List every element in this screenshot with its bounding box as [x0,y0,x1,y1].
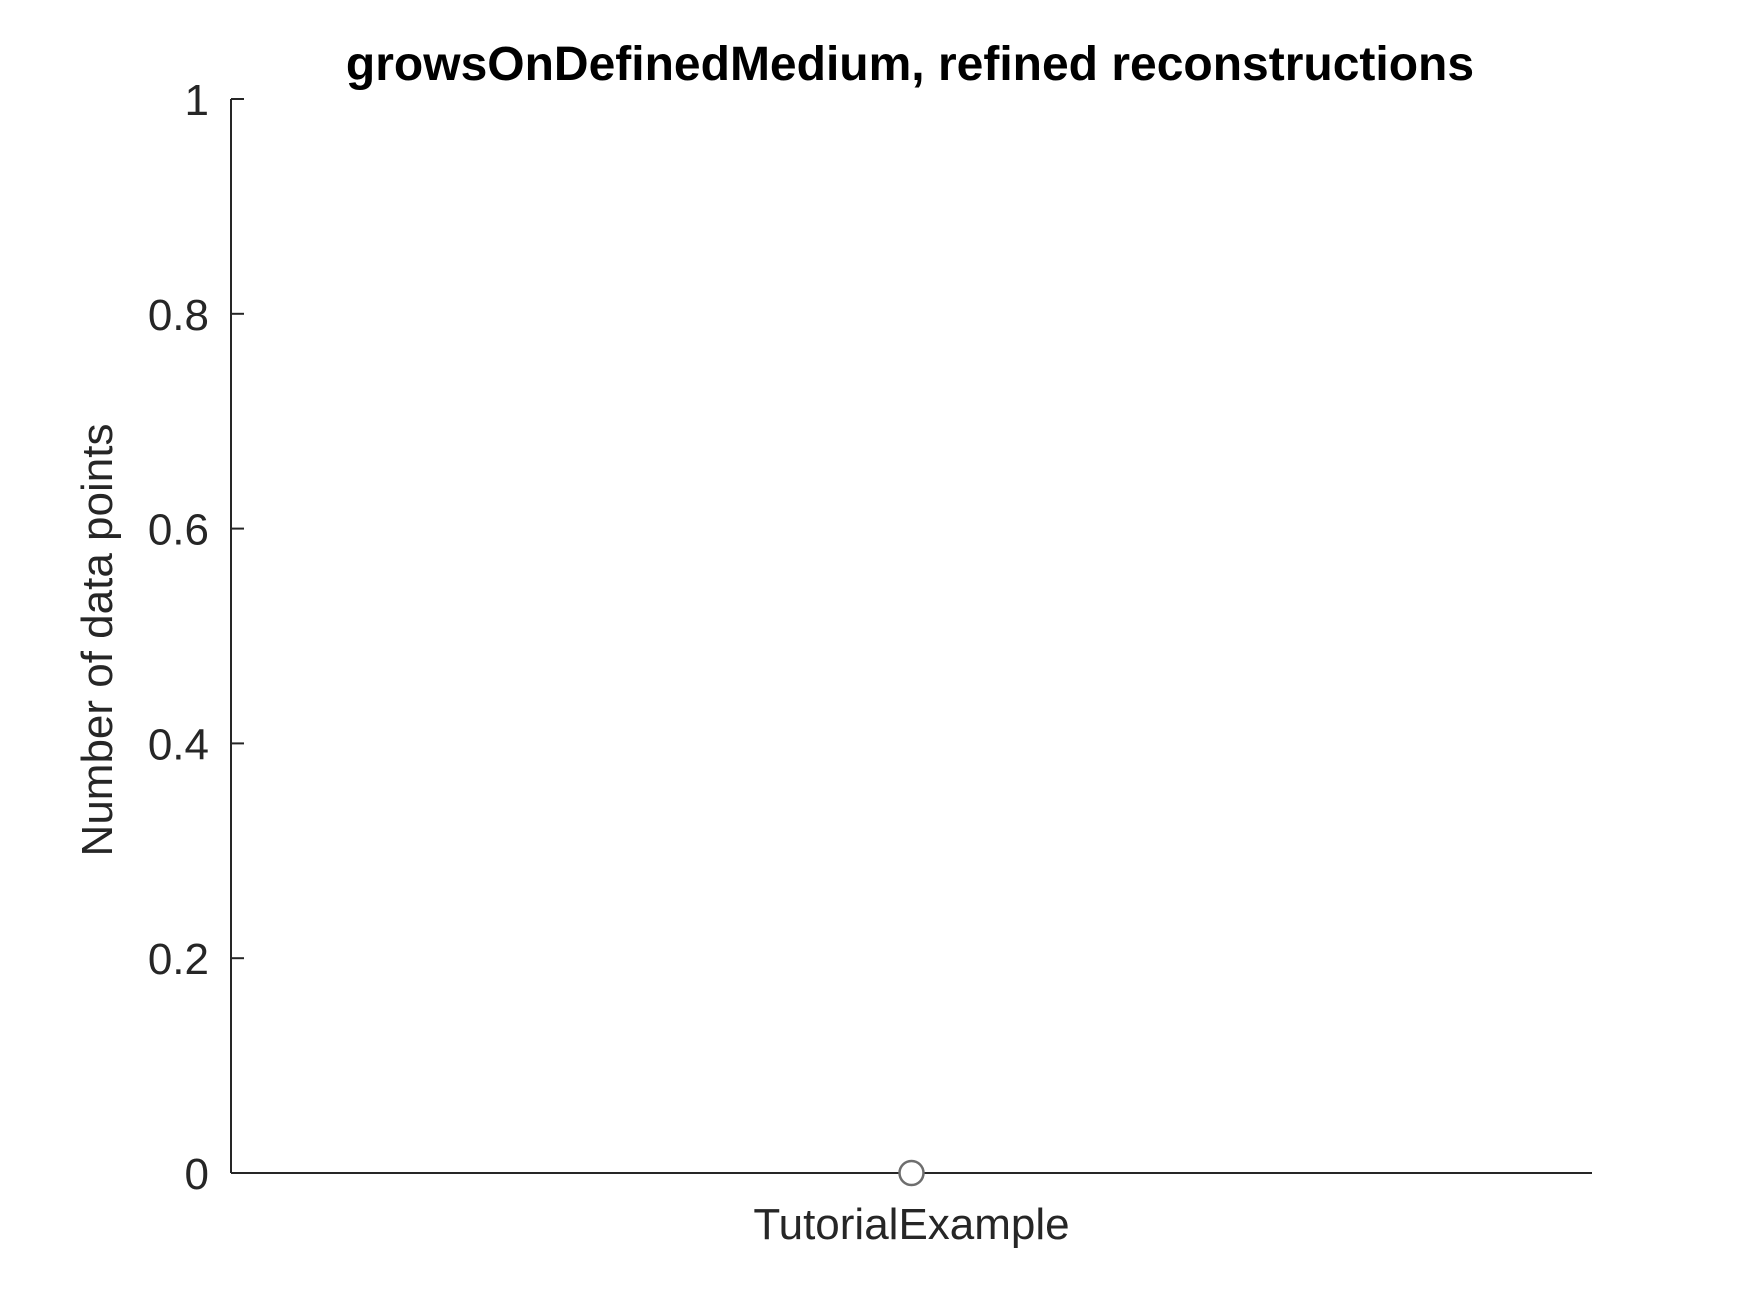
y-tick-label: 0.6 [148,506,209,555]
y-tick-label: 0.2 [148,935,209,984]
y-tick-label: 0.4 [148,720,209,769]
y-tick-label: 0.8 [148,291,209,340]
chart-title: growsOnDefinedMedium, refined reconstruc… [346,38,1474,91]
y-axis-ticks: 0 0.2 0.4 0.6 0.8 1 [148,76,244,1199]
y-tick-label: 0 [185,1150,209,1199]
x-axis-ticks: TutorialExample [753,1160,1070,1249]
data-point [898,1159,925,1187]
y-tick-label: 1 [185,76,209,125]
data-points [898,1159,925,1187]
x-tick-label: TutorialExample [753,1200,1069,1249]
y-axis-label: Number of data points [73,424,122,857]
